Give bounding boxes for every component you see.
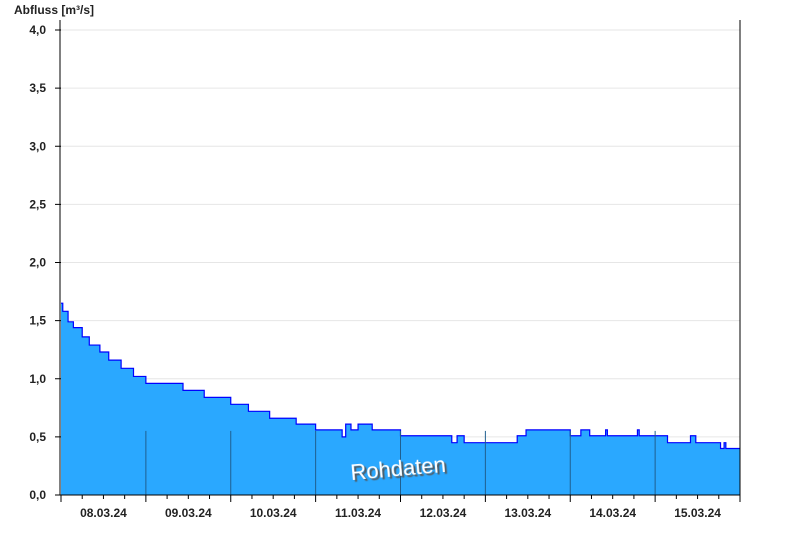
x-tick-label: 13.03.24 xyxy=(504,506,551,520)
y-tick-label: 1,5 xyxy=(29,314,46,328)
y-tick-label: 1,0 xyxy=(29,372,46,386)
y-tick-label: 0,0 xyxy=(29,488,46,502)
y-tick-label: 2,5 xyxy=(29,197,46,211)
y-tick-label: 0,5 xyxy=(29,430,46,444)
y-tick-label: 4,0 xyxy=(29,23,46,37)
x-tick-label: 14.03.24 xyxy=(589,506,636,520)
discharge-line xyxy=(61,302,740,450)
x-tick-label: 10.03.24 xyxy=(250,506,297,520)
x-tick-label: 12.03.24 xyxy=(420,506,467,520)
x-tick-label: 11.03.24 xyxy=(335,506,381,520)
x-tick-label: 09.03.24 xyxy=(165,506,212,520)
y-tick-label: 3,5 xyxy=(29,81,46,95)
x-tick-label: 15.03.24 xyxy=(674,506,721,520)
y-tick-label: 3,0 xyxy=(29,139,46,153)
x-tick-label: 08.03.24 xyxy=(80,506,127,520)
y-axis-label: Abfluss [m³/s] xyxy=(14,3,94,17)
y-tick-label: 2,0 xyxy=(29,256,46,270)
